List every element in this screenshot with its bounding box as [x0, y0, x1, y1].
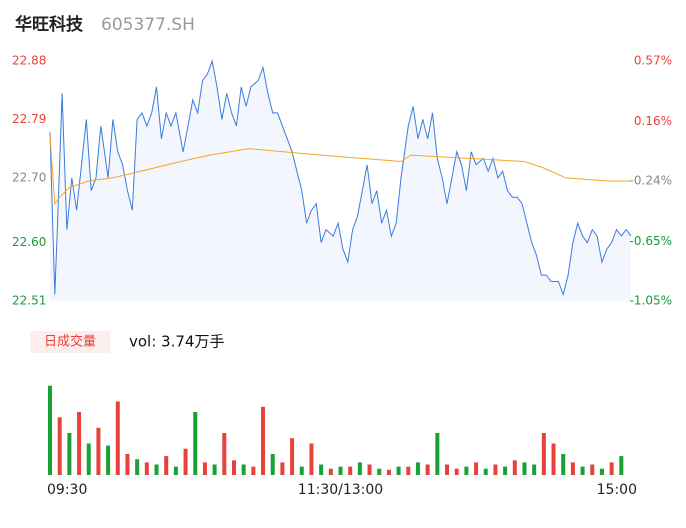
volume-bar: [474, 462, 479, 475]
volume-bar: [445, 464, 450, 475]
volume-bar: [48, 385, 52, 475]
volume-bar: [164, 456, 169, 475]
volume-bar: [512, 460, 517, 475]
volume-bar: [377, 468, 382, 475]
volume-bar: [299, 466, 304, 475]
volume-bar: [183, 448, 188, 475]
volume-bar: [319, 464, 324, 475]
volume-bar: [425, 464, 430, 475]
volume-bar: [415, 462, 420, 475]
stock-code: 605377.SH: [101, 15, 195, 35]
volume-bar: [493, 464, 498, 475]
volume-bar: [551, 443, 556, 475]
y2-tick-label: 0.16%: [634, 114, 672, 128]
volume-bar: [154, 464, 159, 475]
volume-bar: [454, 468, 459, 475]
volume-bar: [67, 433, 72, 475]
volume-bar: [115, 401, 120, 475]
volume-bar: [396, 466, 401, 475]
volume-bar: [231, 460, 236, 475]
volume-bar: [503, 466, 508, 475]
y-tick-label: 22.51: [12, 294, 46, 308]
volume-bar: [532, 464, 537, 475]
stock-name: 华旺科技: [15, 14, 84, 35]
volume-bar: [261, 406, 266, 475]
volume-bar: [464, 466, 469, 475]
volume-bar: [386, 469, 391, 475]
volume-bar: [290, 438, 295, 475]
y2-tick-label: -1.05%: [630, 294, 672, 308]
volume-bar: [338, 466, 343, 475]
volume-bar: [173, 466, 178, 475]
y-tick-label: 22.60: [12, 235, 46, 249]
volume-bar: [561, 454, 566, 475]
x-tick-label: 09:30: [47, 482, 87, 498]
volume-bar: [241, 464, 246, 475]
volume-bar: [619, 456, 624, 475]
y2-tick-label: 0.57%: [634, 54, 672, 68]
volume-bar: [251, 466, 256, 475]
volume-bar: [86, 443, 91, 475]
volume-bar: [406, 466, 411, 475]
volume-bar: [125, 454, 130, 475]
y-tick-label: 22.88: [12, 54, 46, 68]
volume-bar: [144, 462, 149, 475]
volume-bar: [522, 462, 527, 475]
volume-bar: [280, 462, 285, 475]
price-line: [49, 59, 632, 297]
volume-tag: 日成交量: [44, 334, 96, 350]
x-tick-label: 15:00: [597, 482, 637, 498]
volume-bar: [77, 412, 82, 475]
y-tick-label: 22.79: [12, 112, 46, 126]
volume-bar: [483, 468, 488, 475]
volume-bar: [599, 468, 604, 475]
price-area: [50, 61, 631, 301]
volume-bar: [57, 417, 62, 475]
volume-bar: [222, 433, 227, 475]
volume-bar: [580, 466, 585, 475]
volume-bar: [541, 433, 546, 475]
volume-bar: [348, 466, 353, 475]
volume-bar: [193, 412, 198, 475]
volume-bar: [367, 464, 372, 475]
volume-bar: [590, 464, 595, 475]
y2-tick-label: -0.24%: [630, 174, 672, 188]
volume-bar: [212, 464, 217, 475]
volume-bar: [570, 462, 575, 475]
volume-bar: [435, 433, 440, 475]
volume-bar: [328, 468, 333, 475]
y-tick-label: 22.70: [12, 170, 46, 184]
volume-total: vol: 3.74万手: [129, 333, 224, 351]
average-line: [49, 135, 631, 206]
volume-bar: [309, 443, 314, 475]
volume-bar: [270, 454, 275, 475]
volume-bar: [609, 462, 614, 475]
volume-bar: [357, 462, 362, 475]
volume-bar: [135, 459, 140, 475]
volume-bar: [202, 462, 207, 475]
volume-tag-bg: [30, 331, 110, 353]
x-tick-label: 11:30/13:00: [298, 482, 383, 498]
volume-bar: [106, 445, 111, 475]
volume-bar: [96, 427, 101, 475]
y2-tick-label: -0.65%: [630, 234, 672, 248]
